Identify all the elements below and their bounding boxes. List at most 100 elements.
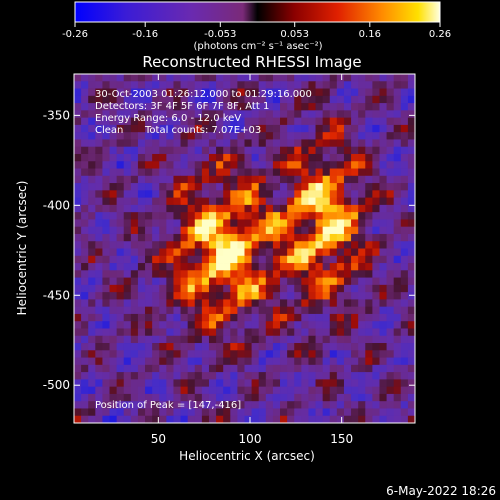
heatmap-cell <box>407 233 416 242</box>
heatmap-cell <box>322 95 331 104</box>
heatmap-cell <box>187 139 196 148</box>
heatmap-cell <box>81 321 89 329</box>
heatmap-cell <box>272 255 281 264</box>
heatmap-cell <box>194 408 203 417</box>
heatmap-cell <box>336 313 345 322</box>
heatmap-cell <box>95 110 103 119</box>
heatmap-cell <box>244 263 252 271</box>
heatmap-cell <box>258 124 267 133</box>
heatmap-cell <box>379 161 387 169</box>
heatmap-cell <box>194 226 203 235</box>
heatmap-cell <box>102 183 110 191</box>
heatmap-cell <box>343 88 352 97</box>
heatmap-cell <box>407 241 416 249</box>
heatmap-cell <box>301 379 309 388</box>
heatmap-cell <box>74 248 82 257</box>
heatmap-cell <box>223 95 231 104</box>
heatmap-cell <box>159 306 167 315</box>
heatmap-cell <box>379 313 387 322</box>
heatmap-cell <box>223 393 231 402</box>
heatmap-cell <box>194 284 203 293</box>
heatmap-cell <box>329 161 338 169</box>
heatmap-cell <box>301 263 309 271</box>
heatmap-cell <box>308 110 316 119</box>
heatmap-cell <box>379 212 387 220</box>
heatmap-cell <box>400 219 409 228</box>
heatmap-cell <box>173 386 181 395</box>
heatmap-cell <box>194 277 203 286</box>
heatmap-cell <box>251 306 260 315</box>
heatmap-cell <box>194 255 203 264</box>
heatmap-cell <box>393 386 402 395</box>
heatmap-cell <box>265 408 274 417</box>
heatmap-cell <box>223 226 231 235</box>
heatmap-cell <box>358 401 366 409</box>
heatmap-cell <box>301 74 309 82</box>
heatmap-cell <box>109 321 118 329</box>
heatmap-cell <box>351 175 359 184</box>
heatmap-cell <box>379 81 387 89</box>
heatmap-cell <box>74 212 82 220</box>
heatmap-cell <box>336 161 345 169</box>
heatmap-cell <box>159 161 167 169</box>
heatmap-cell <box>152 263 160 271</box>
heatmap-cell <box>145 233 153 242</box>
heatmap-cell <box>322 364 331 373</box>
heatmap-cell <box>393 255 402 264</box>
heatmap-cell <box>166 270 174 278</box>
heatmap-cell <box>294 190 302 198</box>
heatmap-cell <box>400 386 409 395</box>
heatmap-cell <box>280 161 288 169</box>
heatmap-cell <box>130 306 139 315</box>
heatmap-cell <box>251 386 260 395</box>
heatmap-cell <box>208 168 217 177</box>
heatmap-cell <box>251 132 260 140</box>
heatmap-cell <box>287 168 295 177</box>
heatmap-cell <box>159 328 167 337</box>
heatmap-cell <box>159 95 167 104</box>
heatmap-cell <box>152 204 160 213</box>
heatmap-cell <box>187 401 196 409</box>
heatmap-cell <box>102 299 110 308</box>
heatmap-cell <box>88 292 96 300</box>
heatmap-cell <box>237 226 245 235</box>
heatmap-cell <box>287 219 295 228</box>
heatmap-cell <box>88 233 96 242</box>
heatmap-cell <box>116 343 125 351</box>
heatmap-cell <box>159 350 167 358</box>
heatmap-cell <box>294 175 302 184</box>
heatmap-cell <box>230 364 238 373</box>
heatmap-cell <box>102 219 110 228</box>
heatmap-cell <box>287 132 295 140</box>
heatmap-cell <box>251 95 260 104</box>
heatmap-cell <box>265 197 274 206</box>
heatmap-cell <box>173 81 181 89</box>
heatmap-cell <box>145 124 153 133</box>
heatmap-cell <box>109 386 118 395</box>
heatmap-cell <box>301 183 309 191</box>
heatmap-cell <box>180 415 189 424</box>
heatmap-cell <box>145 255 153 264</box>
heatmap-cell <box>81 299 89 308</box>
heatmap-cell <box>216 241 224 249</box>
heatmap-cell <box>280 393 288 402</box>
heatmap-cell <box>223 321 231 329</box>
heatmap-cell <box>351 139 359 148</box>
heatmap-cell <box>130 357 139 366</box>
heatmap-cell <box>123 146 132 155</box>
heatmap-cell <box>336 299 345 308</box>
heatmap-cell <box>173 401 181 409</box>
heatmap-cell <box>251 81 260 89</box>
heatmap-cell <box>272 415 281 424</box>
heatmap-cell <box>102 350 110 358</box>
heatmap-cell <box>237 284 245 293</box>
heatmap-cell <box>251 379 260 388</box>
heatmap-cell <box>237 241 245 249</box>
heatmap-cell <box>343 277 352 286</box>
heatmap-cell <box>407 95 416 104</box>
heatmap-cell <box>187 335 196 344</box>
heatmap-cell <box>230 183 238 191</box>
heatmap-cell <box>109 219 118 228</box>
heatmap-cell <box>294 343 302 351</box>
x-tick-label: 50 <box>151 432 166 446</box>
